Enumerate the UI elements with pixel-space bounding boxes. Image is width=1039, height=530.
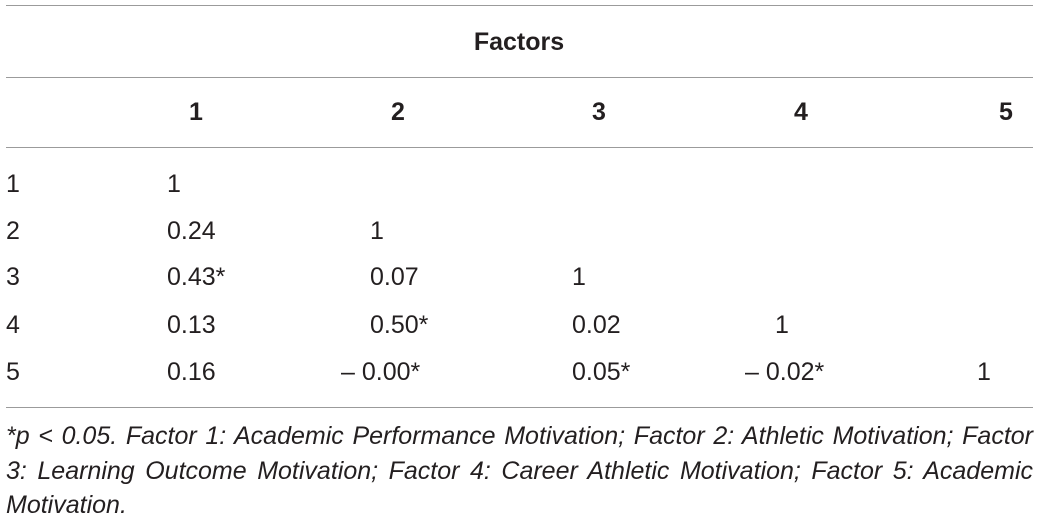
row-label: 5	[6, 358, 20, 386]
group-header-rule	[6, 77, 1033, 78]
table-footnote: *p < 0.05. Factor 1: Academic Performanc…	[6, 422, 1033, 519]
table-cell: 1	[775, 311, 789, 339]
table-cell: 0.16	[167, 358, 216, 386]
column-header-2: 2	[391, 98, 405, 126]
table-cell: 0.24	[167, 217, 216, 245]
row-label: 2	[6, 217, 20, 245]
top-rule	[6, 5, 1033, 6]
group-header: Factors	[473, 28, 565, 56]
table-cell: 0.07	[370, 263, 419, 291]
table-cell: 0.13	[167, 311, 216, 339]
table-cell: 1	[977, 358, 991, 386]
table-cell: 1	[167, 170, 181, 198]
row-label: 4	[6, 311, 20, 339]
table-cell: 0.02	[572, 311, 621, 339]
table-cell: 1	[572, 263, 586, 291]
table-cell: – 0.00*	[341, 358, 421, 386]
table-cell: 0.43*	[167, 263, 226, 291]
bottom-rule	[6, 407, 1033, 408]
column-header-3: 3	[592, 98, 606, 126]
row-label: 3	[6, 263, 20, 291]
column-header-1: 1	[189, 98, 203, 126]
row-label: 1	[6, 170, 20, 198]
column-header-4: 4	[794, 98, 808, 126]
column-header-5: 5	[999, 98, 1013, 126]
table-cell: 0.50*	[370, 311, 429, 339]
table-cell: – 0.02*	[745, 358, 825, 386]
header-rule	[6, 147, 1033, 148]
table-cell: 1	[370, 217, 384, 245]
table-cell: 0.05*	[572, 358, 631, 386]
